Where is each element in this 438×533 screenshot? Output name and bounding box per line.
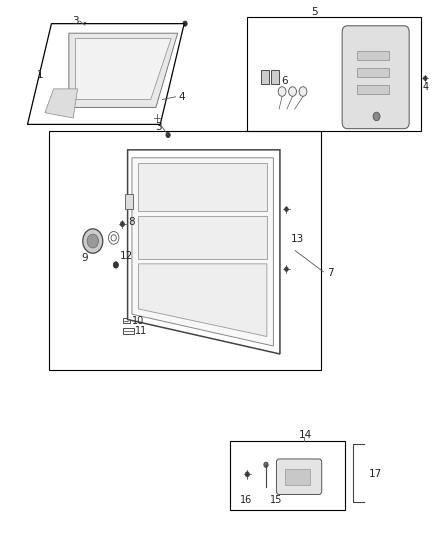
Circle shape <box>278 87 286 96</box>
Text: 16: 16 <box>240 495 252 505</box>
Text: 6: 6 <box>281 76 288 86</box>
Text: 5: 5 <box>311 7 318 17</box>
Text: 12: 12 <box>120 251 133 261</box>
Bar <box>125 195 133 209</box>
Polygon shape <box>138 264 267 336</box>
Text: 3: 3 <box>72 16 79 26</box>
Circle shape <box>245 472 249 477</box>
Bar <box>247 17 421 131</box>
Bar <box>117 69 123 80</box>
Bar <box>261 70 269 84</box>
Text: 4: 4 <box>179 92 185 102</box>
Bar <box>357 68 389 77</box>
Circle shape <box>83 229 103 253</box>
Circle shape <box>87 234 99 248</box>
Polygon shape <box>138 216 267 259</box>
Bar <box>49 131 321 370</box>
Text: 17: 17 <box>369 470 382 479</box>
Bar <box>123 318 130 323</box>
Text: 4: 4 <box>422 82 428 92</box>
Text: 7: 7 <box>327 269 334 278</box>
Circle shape <box>285 207 288 212</box>
Polygon shape <box>69 33 178 108</box>
Bar <box>285 469 311 485</box>
Bar <box>357 51 389 60</box>
Text: 8: 8 <box>128 217 135 228</box>
Text: 15: 15 <box>270 495 283 505</box>
Circle shape <box>83 22 87 28</box>
Polygon shape <box>28 23 184 124</box>
Text: 13: 13 <box>291 234 304 244</box>
Text: 11: 11 <box>135 326 148 336</box>
Circle shape <box>424 76 427 80</box>
Circle shape <box>166 132 170 138</box>
Bar <box>125 69 131 80</box>
Text: 10: 10 <box>132 316 144 326</box>
Circle shape <box>373 112 380 120</box>
Circle shape <box>111 235 116 241</box>
FancyBboxPatch shape <box>276 459 322 495</box>
Text: 2: 2 <box>138 50 144 59</box>
Bar <box>357 85 389 94</box>
Bar <box>124 54 131 67</box>
Circle shape <box>109 231 119 244</box>
Polygon shape <box>75 38 171 100</box>
Text: 9: 9 <box>81 253 88 263</box>
Circle shape <box>289 87 297 96</box>
Circle shape <box>264 462 268 467</box>
Bar <box>123 328 134 334</box>
Circle shape <box>120 222 124 227</box>
FancyBboxPatch shape <box>342 26 409 128</box>
Polygon shape <box>138 163 267 211</box>
Polygon shape <box>127 150 280 354</box>
Bar <box>272 70 279 84</box>
Polygon shape <box>45 89 78 118</box>
Circle shape <box>113 262 118 268</box>
Polygon shape <box>132 158 273 346</box>
Circle shape <box>285 267 288 271</box>
Bar <box>230 441 345 511</box>
Text: 14: 14 <box>299 430 312 440</box>
Circle shape <box>183 21 187 26</box>
Bar <box>115 54 121 67</box>
Circle shape <box>299 87 307 96</box>
Text: 1: 1 <box>37 70 44 79</box>
Text: 3: 3 <box>155 122 161 132</box>
Circle shape <box>155 116 159 120</box>
